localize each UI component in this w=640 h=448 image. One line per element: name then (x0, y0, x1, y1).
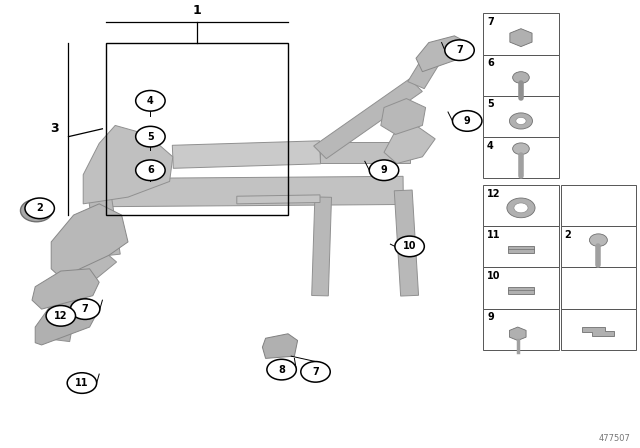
Polygon shape (172, 141, 321, 168)
Text: 10: 10 (487, 271, 500, 281)
Circle shape (514, 203, 528, 213)
Bar (483, 226, 559, 267)
Circle shape (136, 160, 165, 181)
Text: 8: 8 (278, 365, 285, 375)
Polygon shape (582, 327, 614, 336)
Text: 11: 11 (75, 378, 89, 388)
Bar (561, 185, 636, 226)
Text: 5: 5 (147, 132, 154, 142)
Bar (483, 137, 559, 178)
Circle shape (267, 359, 296, 380)
Text: 7: 7 (487, 17, 494, 27)
Text: 2: 2 (36, 203, 43, 213)
Circle shape (507, 198, 535, 218)
Circle shape (20, 199, 52, 222)
Circle shape (513, 143, 529, 155)
Polygon shape (381, 99, 426, 134)
Text: 7: 7 (312, 367, 319, 377)
Text: 2: 2 (564, 230, 572, 240)
Circle shape (301, 362, 330, 382)
Bar (106, 43, 288, 215)
Bar (483, 96, 559, 137)
Polygon shape (63, 249, 116, 293)
Polygon shape (508, 246, 534, 253)
Text: 6: 6 (147, 165, 154, 175)
Polygon shape (384, 125, 435, 164)
Polygon shape (510, 29, 532, 47)
Polygon shape (99, 177, 403, 207)
Bar (561, 267, 636, 309)
Polygon shape (509, 327, 526, 340)
Text: 4: 4 (487, 141, 494, 151)
Circle shape (516, 117, 526, 125)
Polygon shape (52, 286, 79, 341)
Polygon shape (508, 287, 534, 294)
Text: 4: 4 (147, 96, 154, 106)
Polygon shape (408, 50, 444, 89)
Polygon shape (83, 125, 173, 204)
Circle shape (136, 90, 165, 111)
Text: 7: 7 (82, 304, 88, 314)
Circle shape (46, 306, 76, 326)
Circle shape (29, 205, 44, 216)
Text: 6: 6 (487, 58, 494, 68)
Text: 1: 1 (193, 4, 201, 17)
Bar (561, 309, 636, 350)
Text: 12: 12 (54, 311, 68, 321)
Text: 9: 9 (464, 116, 470, 126)
Bar (561, 226, 636, 267)
Circle shape (445, 40, 474, 60)
Text: 7: 7 (456, 45, 463, 55)
Circle shape (395, 236, 424, 257)
Polygon shape (88, 191, 120, 257)
Circle shape (25, 198, 54, 219)
Circle shape (509, 113, 532, 129)
Bar (483, 267, 559, 309)
Bar (483, 185, 559, 226)
Text: 11: 11 (487, 230, 500, 240)
Bar (483, 309, 559, 350)
Circle shape (369, 160, 399, 181)
Circle shape (513, 72, 529, 83)
Polygon shape (312, 197, 332, 296)
Polygon shape (416, 36, 467, 72)
Polygon shape (32, 269, 99, 309)
Polygon shape (51, 204, 128, 278)
Bar (483, 55, 559, 96)
Text: 5: 5 (487, 99, 494, 109)
Polygon shape (237, 195, 320, 204)
Circle shape (136, 126, 165, 147)
Circle shape (452, 111, 482, 131)
Text: 477507: 477507 (598, 434, 630, 443)
Bar (483, 13, 559, 55)
Circle shape (70, 299, 100, 319)
Text: 9: 9 (381, 165, 387, 175)
Circle shape (589, 234, 607, 246)
Polygon shape (320, 142, 410, 163)
Polygon shape (35, 296, 99, 345)
Polygon shape (314, 79, 422, 159)
Text: 9: 9 (487, 312, 494, 322)
Text: 10: 10 (403, 241, 417, 251)
Polygon shape (394, 190, 419, 296)
Text: 12: 12 (487, 189, 500, 198)
Circle shape (67, 373, 97, 393)
Text: 3: 3 (51, 122, 59, 135)
Polygon shape (262, 334, 298, 358)
